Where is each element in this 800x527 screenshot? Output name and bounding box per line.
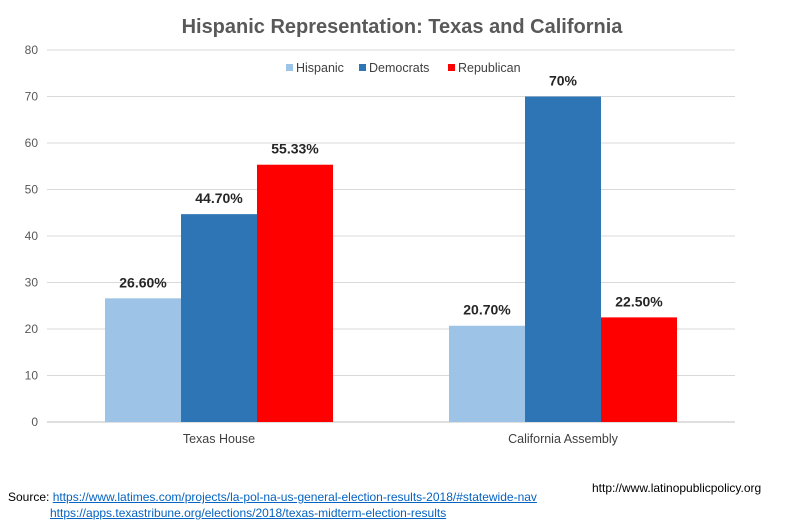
y-tick-label: 60: [25, 136, 39, 150]
bar-hispanic: [449, 325, 525, 422]
bar-republican: [601, 317, 677, 422]
legend-swatch-democrats: [359, 64, 366, 71]
legend-swatch-republican: [448, 64, 455, 71]
y-tick-label: 40: [25, 229, 39, 243]
source-label: Source:: [8, 490, 50, 504]
category-label: Texas House: [183, 432, 255, 446]
legend: Hispanic Democrats Republican: [286, 61, 521, 75]
site-url: http://www.latinopublicpolicy.org: [592, 481, 762, 495]
data-label: 20.70%: [463, 302, 511, 318]
bar-democrats: [181, 214, 257, 422]
bar-hispanic: [105, 298, 181, 422]
data-label: 26.60%: [119, 274, 167, 290]
y-tick-label: 80: [25, 43, 39, 57]
legend-label: Democrats: [369, 61, 429, 75]
y-axis-ticks: 0 10 20 30 40 50 60 70 80: [25, 43, 39, 429]
data-label: 55.33%: [271, 141, 319, 157]
y-tick-label: 10: [25, 369, 39, 383]
data-label: 22.50%: [615, 293, 663, 309]
category-label: California Assembly: [508, 432, 619, 446]
source-citation: Source: https://www.latimes.com/projects…: [8, 489, 537, 521]
data-label: 44.70%: [195, 190, 243, 206]
bars: [105, 96, 677, 422]
data-label: 70%: [549, 73, 578, 89]
y-tick-label: 30: [25, 276, 39, 290]
source-link-texastribune[interactable]: https://apps.texastribune.org/elections/…: [50, 506, 447, 520]
bar-democrats: [525, 96, 601, 422]
y-tick-label: 20: [25, 322, 39, 336]
chart-title: Hispanic Representation: Texas and Calif…: [182, 16, 624, 38]
x-axis-categories: Texas House California Assembly: [183, 432, 619, 446]
bar-republican: [257, 164, 333, 422]
y-tick-label: 0: [31, 415, 38, 429]
legend-label: Hispanic: [296, 61, 344, 75]
source-link-latimes[interactable]: https://www.latimes.com/projects/la-pol-…: [52, 490, 537, 504]
y-tick-label: 50: [25, 183, 39, 197]
legend-swatch-hispanic: [286, 64, 293, 71]
data-labels: 26.60% 44.70% 55.33% 20.70% 70% 22.50%: [119, 73, 663, 318]
y-tick-label: 70: [25, 90, 39, 104]
legend-label: Republican: [458, 61, 521, 75]
bar-chart: Hispanic Representation: Texas and Calif…: [25, 16, 735, 446]
